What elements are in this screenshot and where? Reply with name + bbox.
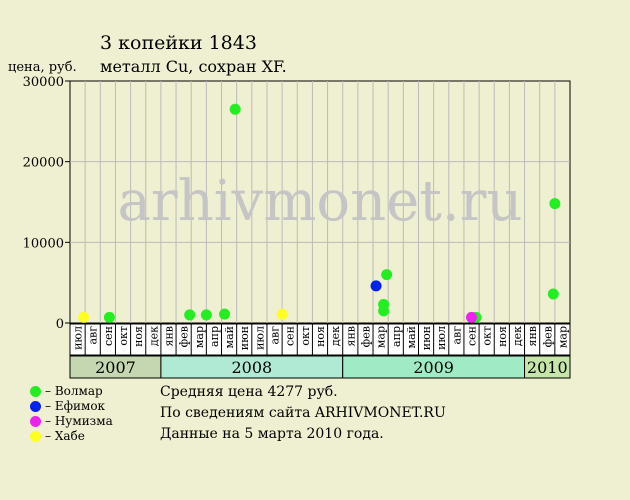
data-point — [466, 311, 478, 323]
month-label: ноя — [314, 326, 327, 347]
month-label: сен — [466, 326, 479, 346]
month-label: апр — [390, 326, 403, 347]
legend-item-efimok: – Ефимок — [30, 399, 113, 414]
y-tick-label: 20000 — [23, 156, 64, 171]
data-point — [381, 269, 393, 281]
month-label: янв — [162, 326, 175, 346]
chart-title: 3 копейки 1843 — [100, 32, 257, 54]
y-tick-label: 0 — [56, 317, 64, 332]
month-label: окт — [481, 326, 494, 346]
legend-label-efimok: – Ефимок — [45, 399, 106, 413]
month-label: сен — [102, 326, 115, 346]
data-point — [184, 309, 196, 321]
y-tick-label: 30000 — [23, 75, 64, 90]
month-label: июл — [72, 326, 85, 350]
average-price: Средняя цена 4277 руб. — [160, 384, 338, 400]
month-label: дек — [511, 326, 524, 346]
year-band — [524, 355, 571, 379]
month-label: дек — [329, 326, 342, 346]
source-note: По сведениям сайта ARHIVMONET.RU — [160, 405, 446, 421]
year-label: 2010 — [527, 358, 568, 377]
data-date: Данные на 5 марта 2010 года. — [160, 426, 384, 442]
legend-label-khabe: – Хабе — [45, 429, 85, 443]
data-point — [200, 309, 212, 321]
month-label: июн — [420, 326, 433, 350]
legend-marker-numizma — [30, 416, 41, 427]
month-label: авг — [269, 326, 282, 345]
month-label: май — [405, 326, 418, 348]
month-label: янв — [344, 326, 357, 346]
month-label: мар — [375, 326, 388, 348]
legend: – Волмар – Ефимок – Нумизма – Хабе — [30, 384, 113, 444]
month-label: окт — [299, 326, 312, 346]
data-point — [549, 198, 561, 210]
month-axis — [69, 323, 571, 356]
month-label: апр — [208, 326, 221, 347]
year-label: 2008 — [231, 358, 272, 377]
info-block: Средняя цена 4277 руб. По сведениям сайт… — [160, 382, 446, 445]
legend-marker-volmar — [30, 386, 41, 397]
data-point — [219, 308, 231, 320]
data-point — [547, 288, 559, 300]
month-label: дек — [147, 326, 160, 346]
month-label: фев — [541, 326, 554, 347]
chart-subtitle: металл Cu, сохран XF. — [100, 57, 287, 76]
data-point — [78, 311, 90, 323]
year-label: 2007 — [95, 358, 136, 377]
legend-item-khabe: – Хабе — [30, 429, 113, 444]
legend-marker-efimok — [30, 401, 41, 412]
legend-item-numizma: – Нумизма — [30, 414, 113, 429]
month-label: июн — [238, 326, 251, 350]
legend-item-volmar: – Волмар — [30, 384, 113, 399]
month-label: июл — [435, 326, 448, 350]
month-label: фев — [178, 326, 191, 347]
month-label: мар — [193, 326, 206, 348]
data-point — [378, 298, 390, 310]
y-tick-label: 10000 — [23, 236, 64, 251]
watermark: arhivmonet.ru — [118, 169, 523, 234]
year-label: 2009 — [413, 358, 454, 377]
data-point — [103, 311, 115, 323]
month-label: авг — [450, 326, 463, 345]
data-point — [229, 103, 241, 115]
data-point — [370, 280, 382, 292]
data-point — [276, 308, 288, 320]
month-label: мар — [556, 326, 569, 348]
legend-marker-khabe — [30, 431, 41, 442]
month-label: ноя — [496, 326, 509, 347]
legend-label-numizma: – Нумизма — [45, 414, 113, 428]
plot-area — [69, 80, 571, 324]
month-label: май — [223, 326, 236, 348]
y-axis-label: цена, руб. — [8, 60, 77, 75]
month-label: авг — [87, 326, 100, 345]
month-label: июл — [253, 326, 266, 350]
month-label: сен — [284, 326, 297, 346]
month-label: янв — [526, 326, 539, 346]
month-label: ноя — [132, 326, 145, 347]
legend-label-volmar: – Волмар — [45, 384, 103, 398]
month-label: окт — [117, 326, 130, 346]
month-label: фев — [359, 326, 372, 347]
